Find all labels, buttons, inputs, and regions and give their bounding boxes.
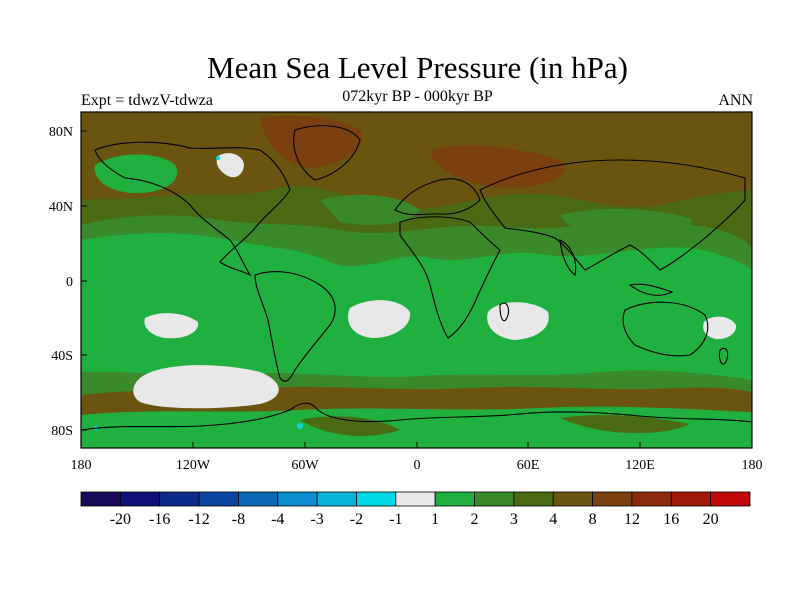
colorbar-label: 8 [589, 511, 597, 528]
colorbar-label: -1 [389, 511, 402, 528]
coast-south-america [254, 271, 336, 382]
map-subtitle: 072kyr BP - 000kyr BP [342, 88, 493, 105]
colorbar-swatch [198, 491, 239, 507]
lon-label: 180 [742, 458, 763, 473]
lat-label: 40N [49, 200, 73, 215]
lon-label: 180 [71, 458, 92, 473]
field-north-atlantic-green [320, 194, 420, 225]
lat-label: 40S [51, 349, 73, 364]
coast-greenland [293, 125, 361, 181]
lat-labels: 80N 40N 0 40S 80S [49, 125, 73, 439]
coast-australia [622, 301, 709, 357]
field-white-south-pacific [133, 365, 279, 409]
colorbar-swatch [670, 491, 712, 507]
field-white-indian [487, 302, 549, 340]
coast-indonesia [628, 283, 674, 296]
lon-label: 0 [414, 458, 421, 473]
colorbar-label: -16 [149, 511, 170, 528]
colorbar-label: 20 [703, 511, 719, 528]
coast-antarctica [81, 402, 752, 431]
field-polar-red-2 [430, 145, 566, 189]
field-white-tasman [703, 316, 737, 340]
field-north-pacific-green [94, 154, 178, 194]
season-label: ANN [718, 92, 753, 109]
colorbar-swatch [710, 491, 751, 507]
colorbar-label: 4 [549, 511, 557, 528]
colorbar-label: 12 [624, 511, 640, 528]
colorbar-swatch [119, 491, 161, 507]
colorbar-swatch [356, 491, 397, 507]
colorbar [80, 491, 751, 507]
colorbar-swatch [238, 491, 279, 507]
field-white-east-pacific [144, 313, 199, 339]
colorbar-label: -20 [110, 511, 131, 528]
colorbar-swatch [631, 491, 672, 507]
coast-asia [479, 159, 746, 271]
coastlines [81, 125, 752, 431]
colorbar-swatch [592, 491, 633, 507]
lon-labels: 180 120W 60W 0 60E 120E 180 [71, 458, 763, 473]
colorbar-label: 1 [431, 511, 439, 528]
colorbar-label: -8 [232, 511, 245, 528]
colorbar-swatch [434, 491, 475, 507]
colorbar-swatch [395, 491, 436, 507]
pressure-field [81, 112, 752, 448]
lat-label: 0 [66, 275, 73, 290]
coast-india [559, 239, 577, 276]
colorbar-label: 2 [471, 511, 479, 528]
colorbar-label: -12 [188, 511, 209, 528]
colorbar-label: -4 [271, 511, 284, 528]
lon-label: 60W [291, 458, 319, 473]
colorbar-swatch [552, 491, 593, 507]
field-white-south-atlantic [348, 300, 411, 338]
field-cyan-mark-2 [216, 156, 220, 160]
lat-label: 80N [49, 125, 73, 140]
field-arctic-brown [81, 112, 752, 209]
lon-ticks [80, 442, 753, 448]
colorbar-swatch [159, 491, 200, 507]
coast-madagascar [499, 302, 509, 322]
field-polar-red [260, 115, 362, 168]
colorbar-labels: -20 -16 -12 -8 -4 -3 -2 -1 1 2 3 4 8 12 16 20 [110, 511, 719, 528]
field-eurasia-green [560, 208, 692, 237]
lon-label: 60E [517, 458, 540, 473]
coast-new-zealand [718, 347, 729, 365]
lon-label: 120E [625, 458, 655, 473]
experiment-label: Expt = tdwzV-tdwza [81, 92, 213, 109]
colorbar-swatch [474, 491, 515, 507]
coast-europe [394, 178, 481, 216]
colorbar-swatch [277, 491, 318, 507]
colorbar-swatch [316, 491, 357, 507]
colorbar-swatch [513, 491, 554, 507]
field-cyan-mark [297, 423, 303, 429]
lon-label: 120W [176, 458, 211, 473]
map-title: Mean Sea Level Pressure (in hPa) [207, 50, 628, 85]
lat-label: 80S [51, 424, 73, 439]
colorbar-swatch [80, 491, 121, 507]
colorbar-label: 3 [510, 511, 518, 528]
field-white-greenland [216, 153, 244, 178]
colorbar-label: -3 [310, 511, 323, 528]
coast-north-america [94, 141, 291, 277]
field-antarctic-olive-2 [560, 415, 690, 434]
colorbar-label: -2 [350, 511, 363, 528]
lat-ticks [81, 130, 87, 431]
colorbar-label: 16 [663, 511, 679, 528]
coast-africa [399, 216, 501, 339]
